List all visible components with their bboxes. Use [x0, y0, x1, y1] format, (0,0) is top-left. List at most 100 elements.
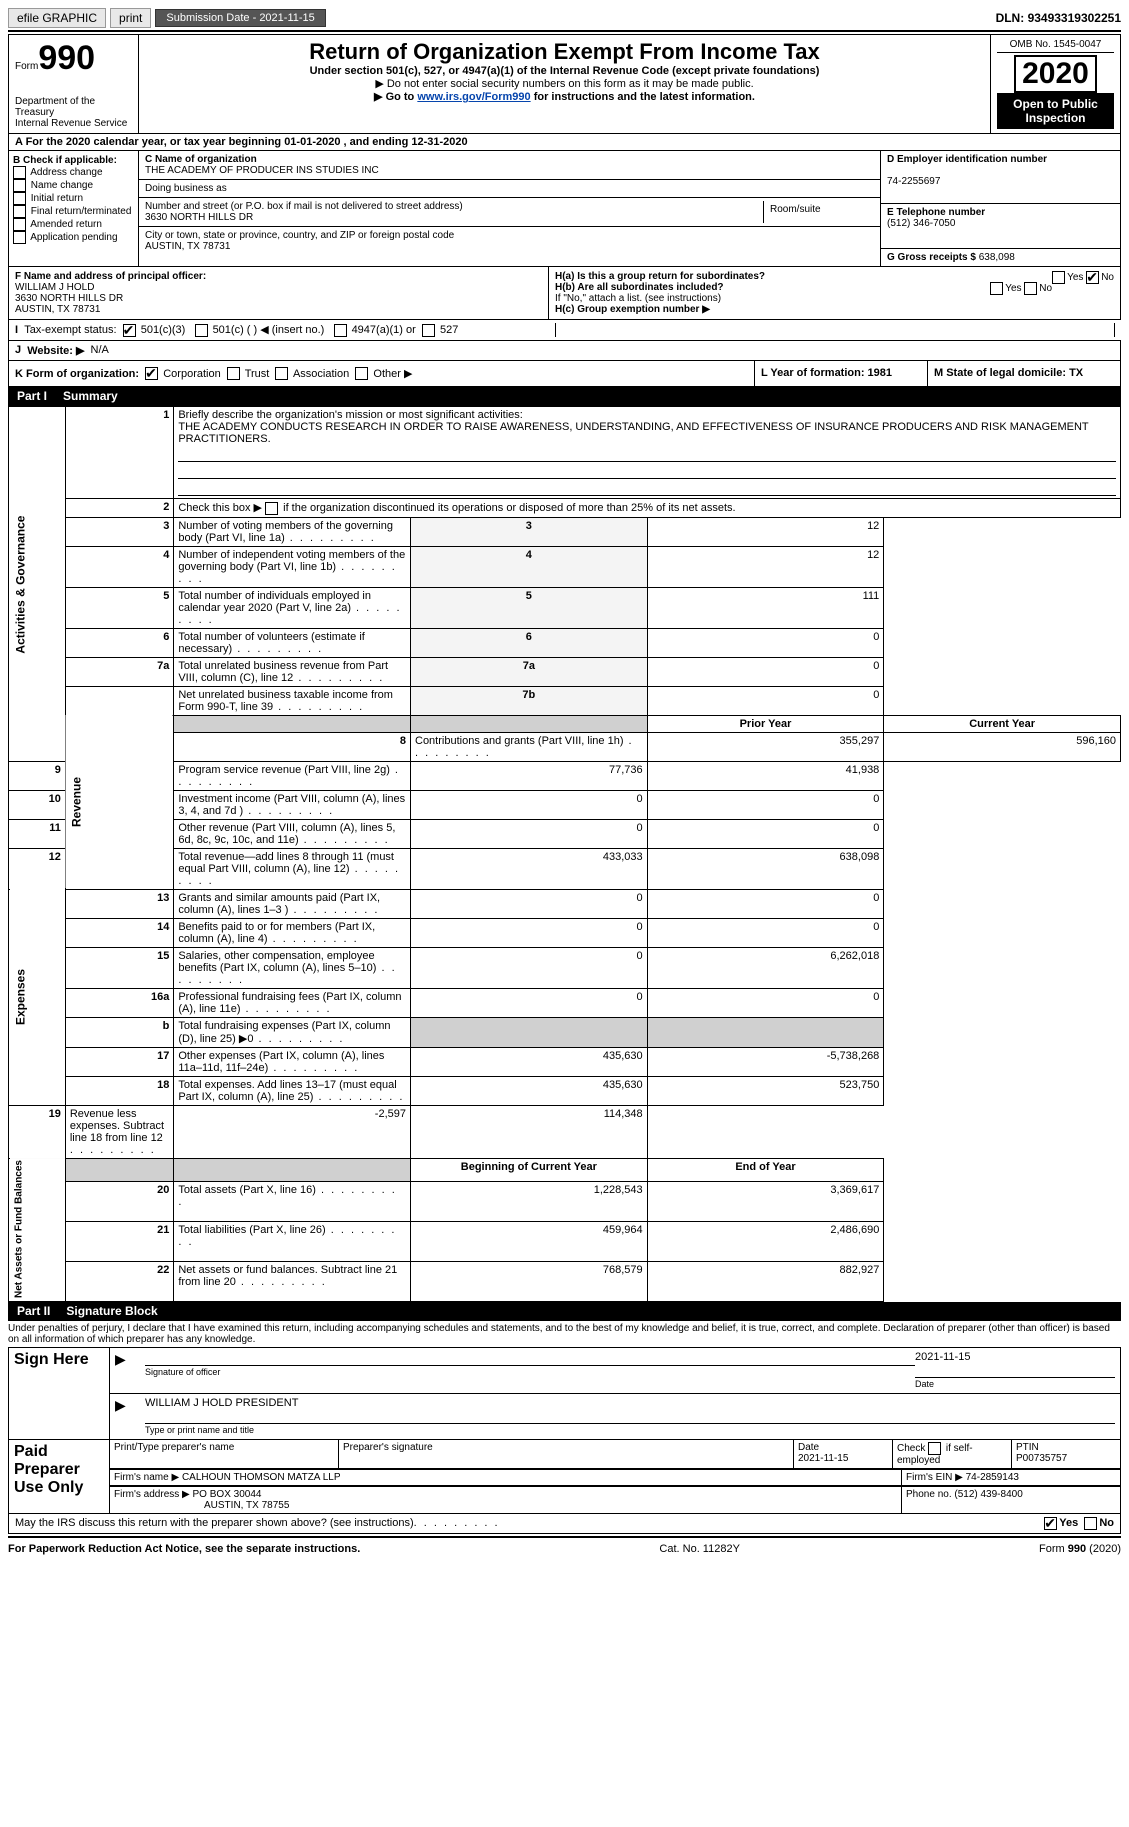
opt-corp: Corporation — [163, 368, 220, 380]
line-text: Program service revenue (Part VIII, line… — [174, 761, 411, 790]
form-title: Return of Organization Exempt From Incom… — [145, 39, 984, 65]
irs-link[interactable]: www.irs.gov/Form990 — [417, 91, 530, 103]
line-num: 11 — [9, 819, 66, 848]
line-text: Other expenses (Part IX, column (A), lin… — [174, 1047, 411, 1076]
ha-row: H(a) Is this a group return for subordin… — [555, 271, 1114, 282]
firm-addr1: PO BOX 30044 — [193, 1489, 262, 1500]
declaration: Under penalties of perjury, I declare th… — [8, 1321, 1121, 1347]
line-val: 0 — [647, 657, 884, 686]
city-val: AUSTIN, TX 78731 — [145, 241, 230, 252]
prep-name-lbl: Print/Type preparer's name — [114, 1442, 234, 1453]
blank — [174, 1158, 411, 1181]
current-val: 2,486,690 — [647, 1222, 884, 1262]
state-domicile: M State of legal domicile: TX — [934, 367, 1083, 379]
rule-line — [178, 481, 1116, 496]
chk-discontinued[interactable] — [265, 502, 278, 515]
line-num: 9 — [9, 761, 66, 790]
side-governance: Activities & Governance — [9, 407, 66, 762]
box-f: F Name and address of principal officer:… — [9, 267, 549, 319]
submission-value: 2021-11-15 — [259, 12, 314, 24]
section-b-to-g: B Check if applicable: Address change Na… — [8, 151, 1121, 267]
lbl-address: Address change — [30, 167, 102, 178]
line2-pre: Check this box ▶ — [178, 502, 265, 514]
chk-501c3[interactable] — [123, 324, 136, 337]
hb-no[interactable] — [1024, 282, 1037, 295]
print-button[interactable]: print — [110, 8, 151, 28]
pra-notice: For Paperwork Reduction Act Notice, see … — [8, 1543, 360, 1555]
phone-lbl: E Telephone number — [887, 207, 985, 218]
sig-officer-lbl: Signature of officer — [145, 1367, 220, 1377]
instr-link-row: ▶ Go to www.irs.gov/Form990 for instruct… — [145, 90, 984, 103]
discuss-no[interactable] — [1084, 1517, 1097, 1530]
chk-amended[interactable] — [13, 218, 26, 231]
efile-button[interactable]: efile GRAPHIC — [8, 8, 106, 28]
chk-address[interactable] — [13, 166, 26, 179]
sig-line — [145, 1409, 1115, 1424]
opt-501c: 501(c) ( ) ◀ (insert no.) — [213, 324, 325, 336]
line-text: Number of independent voting members of … — [174, 546, 411, 587]
current-val: -5,738,268 — [647, 1047, 884, 1076]
ein-val: 74-2255697 — [887, 176, 940, 187]
header-right: OMB No. 1545-0047 2020 Open to Public In… — [990, 35, 1120, 133]
chk-trust[interactable] — [227, 367, 240, 380]
ha-yes[interactable] — [1052, 271, 1065, 284]
line-text: Other revenue (Part VIII, column (A), li… — [174, 819, 411, 848]
box-b-title: B Check if applicable: — [13, 155, 117, 166]
prior-val: 0 — [411, 918, 648, 947]
ha-no[interactable] — [1086, 271, 1099, 284]
line-num: 16a — [65, 988, 173, 1017]
line-val: 111 — [647, 587, 884, 628]
line-text: Total assets (Part X, line 16) — [174, 1182, 411, 1222]
line-key: 5 — [411, 587, 648, 628]
chk-self[interactable] — [928, 1442, 941, 1455]
prior-val: 355,297 — [647, 732, 884, 761]
line-text: Total number of individuals employed in … — [174, 587, 411, 628]
self-emp: Check if self-employed — [897, 1443, 973, 1466]
chk-assoc[interactable] — [275, 367, 288, 380]
tax-status-lbl: Tax-exempt status: — [24, 324, 116, 336]
dln: DLN: 93493319302251 — [996, 11, 1121, 25]
sig-line — [915, 1363, 1115, 1378]
submission-date-pill: Submission Date - 2021-11-15 — [155, 9, 325, 27]
box-d: D Employer identification number 74-2255… — [881, 151, 1120, 204]
tax-year: 2020 — [1014, 55, 1097, 93]
current-val: 596,160 — [884, 732, 1121, 761]
chk-initial[interactable] — [13, 192, 26, 205]
prior-hdr: Prior Year — [647, 715, 884, 732]
line-text: Total fundraising expenses (Part IX, col… — [174, 1017, 411, 1047]
chk-pending[interactable] — [13, 231, 26, 244]
yes1: Yes — [1067, 272, 1083, 283]
box-h: H(a) Is this a group return for subordin… — [549, 267, 1120, 319]
prior-val: 0 — [411, 947, 648, 988]
dots — [414, 1517, 1045, 1530]
chk-501c[interactable] — [195, 324, 208, 337]
row-klm: K Form of organization: Corporation Trus… — [8, 361, 1121, 388]
current-hdr: Current Year — [884, 715, 1121, 732]
chk-name[interactable] — [13, 179, 26, 192]
chk-other[interactable] — [355, 367, 368, 380]
line-num: 14 — [65, 918, 173, 947]
instr-post: for instructions and the latest informat… — [531, 91, 755, 103]
line-num: 22 — [65, 1261, 173, 1301]
line-text: Benefits paid to or for members (Part IX… — [174, 918, 411, 947]
chk-527[interactable] — [422, 324, 435, 337]
firm-name-lbl: Firm's name ▶ — [114, 1472, 182, 1483]
firm-addr-lbl: Firm's address ▶ — [114, 1489, 193, 1500]
line1-cell: Briefly describe the organization's miss… — [174, 407, 1121, 499]
part1-header: Part I Summary — [8, 387, 1121, 406]
dba-lbl: Doing business as — [145, 183, 227, 194]
sig-date-val: 2021-11-15 — [915, 1351, 1115, 1363]
room-lbl: Room/suite — [770, 204, 821, 215]
irs-label: Internal Revenue Service — [15, 118, 132, 129]
chk-final[interactable] — [13, 205, 26, 218]
prior-val: 1,228,543 — [411, 1182, 648, 1222]
hb-yes[interactable] — [990, 282, 1003, 295]
top-toolbar: efile GRAPHIC print Submission Date - 20… — [8, 8, 1121, 28]
part2-badge: Part II — [9, 1302, 58, 1320]
form-header: Form990 Department of the Treasury Inter… — [8, 34, 1121, 134]
chk-corp[interactable] — [145, 367, 158, 380]
line-num: 4 — [65, 546, 173, 587]
opt-4947: 4947(a)(1) or — [352, 324, 416, 336]
discuss-yes[interactable] — [1044, 1517, 1057, 1530]
chk-4947[interactable] — [334, 324, 347, 337]
